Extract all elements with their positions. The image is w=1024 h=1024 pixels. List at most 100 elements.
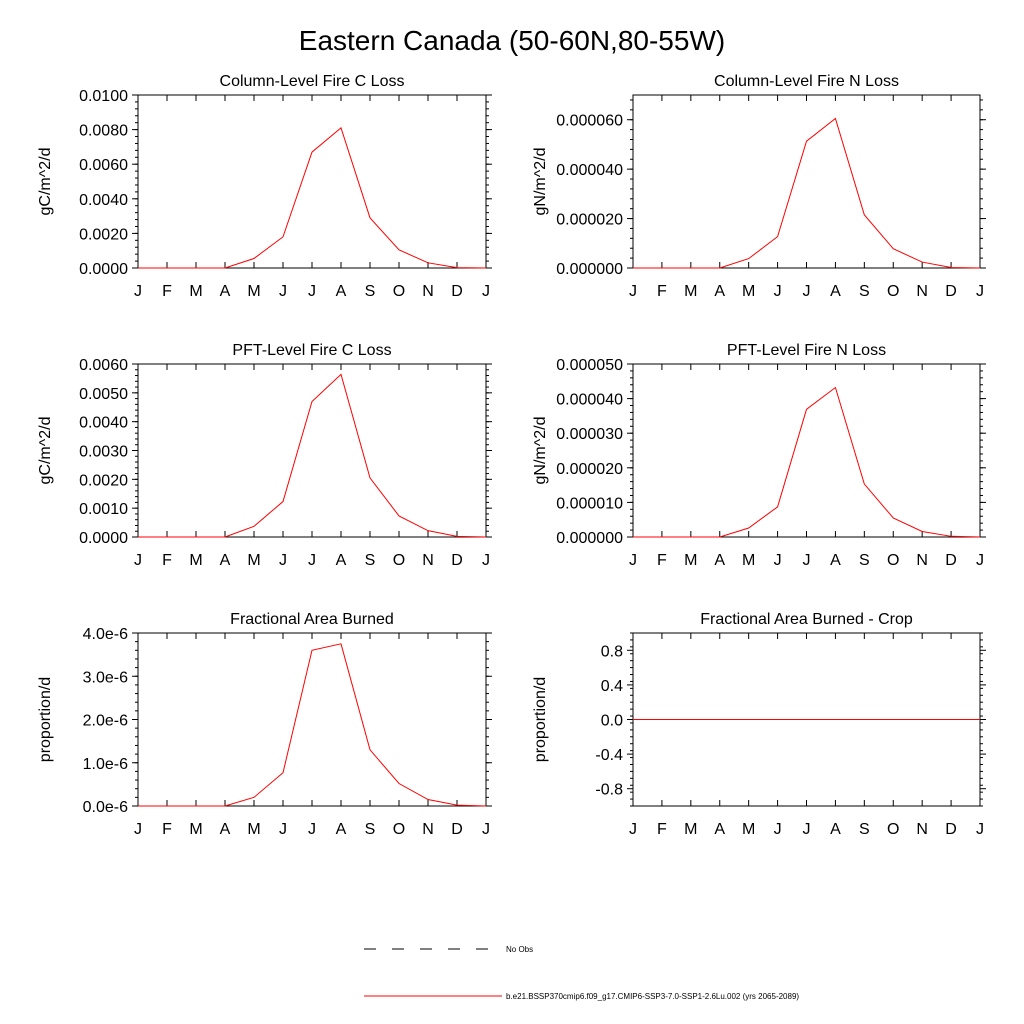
x-tick-label: M [247, 283, 260, 300]
y-tick-label: 0.4 [601, 678, 623, 695]
x-tick-label: F [657, 283, 667, 300]
x-tick-label: J [629, 283, 637, 300]
x-tick-label: A [336, 821, 347, 838]
y-tick-label: 0.000040 [556, 392, 623, 409]
x-tick-label: F [162, 821, 172, 838]
x-tick-label: J [308, 821, 316, 838]
x-tick-label: N [422, 552, 434, 569]
x-tick-label: A [220, 552, 231, 569]
panel-title: Column-Level Fire C Loss [220, 73, 405, 90]
x-tick-label: J [976, 821, 984, 838]
y-tick-label: 0.000030 [556, 426, 623, 443]
y-tick-label: 0.0030 [79, 444, 128, 461]
x-tick-label: A [830, 821, 841, 838]
x-tick-label: D [945, 552, 957, 569]
y-tick-label: 0.8 [601, 643, 623, 660]
x-tick-label: N [422, 283, 434, 300]
series-line [633, 386, 981, 538]
y-tick-label: 4.0e-6 [83, 626, 128, 643]
panel-title: Fractional Area Burned - Crop [700, 611, 913, 628]
y-tick-label: 0.0010 [79, 501, 128, 518]
plot-frame [137, 363, 487, 538]
x-tick-label: D [451, 821, 463, 838]
panel-title: Column-Level Fire N Loss [714, 73, 899, 90]
x-tick-label: N [916, 283, 928, 300]
x-tick-label: O [393, 552, 405, 569]
series-line [138, 373, 487, 538]
x-tick-label: N [916, 552, 928, 569]
x-tick-label: A [714, 552, 725, 569]
figure-title: Eastern Canada (50-60N,80-55W) [299, 25, 725, 56]
plot-frame [137, 632, 487, 807]
y-tick-label: 0.000020 [556, 461, 623, 478]
x-tick-label: F [657, 552, 667, 569]
x-tick-label: A [336, 283, 347, 300]
x-tick-label: O [887, 283, 899, 300]
x-tick-label: O [887, 821, 899, 838]
x-tick-label: S [365, 283, 376, 300]
y-tick-label: 0.000010 [556, 495, 623, 512]
y-tick-label: 0.0100 [79, 88, 128, 105]
x-tick-label: F [657, 821, 667, 838]
x-tick-label: M [247, 552, 260, 569]
x-tick-label: J [482, 283, 490, 300]
x-tick-label: M [189, 552, 202, 569]
x-tick-label: N [916, 821, 928, 838]
x-tick-label: O [887, 552, 899, 569]
x-tick-label: J [629, 552, 637, 569]
y-tick-label: -0.8 [595, 782, 623, 799]
x-tick-label: J [803, 552, 811, 569]
x-tick-label: J [279, 821, 287, 838]
y-tick-label: 0.0000 [79, 530, 128, 547]
x-tick-label: M [684, 821, 697, 838]
y-tick-label: 0.000060 [556, 113, 623, 130]
y-axis-label: proportion/d [37, 677, 54, 762]
y-tick-label: 0.0050 [79, 386, 128, 403]
y-tick-label: 0.0060 [79, 357, 128, 374]
x-tick-label: J [308, 552, 316, 569]
x-tick-label: M [247, 821, 260, 838]
y-tick-label: -0.4 [595, 747, 623, 764]
x-tick-label: M [742, 283, 755, 300]
y-tick-label: 0.000040 [556, 162, 623, 179]
panel-title: PFT-Level Fire C Loss [232, 342, 391, 359]
x-tick-label: O [393, 283, 405, 300]
legend-label-no-obs: No Obs [506, 945, 533, 954]
y-tick-label: 0.0080 [79, 123, 128, 140]
x-tick-label: A [714, 821, 725, 838]
x-tick-label: M [189, 283, 202, 300]
x-tick-label: M [742, 552, 755, 569]
y-tick-label: 1.0e-6 [83, 756, 128, 773]
series-line [138, 127, 487, 269]
y-axis-label: proportion/d [532, 677, 549, 762]
x-tick-label: J [134, 821, 142, 838]
x-tick-label: F [162, 283, 172, 300]
y-tick-label: 0.000000 [556, 530, 623, 547]
x-tick-label: J [134, 552, 142, 569]
legend-label-model: b.e21.BSSP370cmip6.f09_g17.CMIP6-SSP3-7.… [506, 992, 799, 1001]
plot-frame [137, 94, 487, 269]
x-tick-label: S [365, 552, 376, 569]
panel-title: PFT-Level Fire N Loss [727, 342, 886, 359]
x-tick-label: J [803, 283, 811, 300]
y-axis-label: gC/m^2/d [37, 417, 54, 485]
x-tick-label: S [859, 552, 870, 569]
x-tick-label: J [482, 552, 490, 569]
plot-frame [632, 363, 981, 538]
x-tick-label: J [279, 552, 287, 569]
y-tick-label: 0.0000 [79, 261, 128, 278]
x-tick-label: O [393, 821, 405, 838]
y-tick-label: 0.0060 [79, 157, 128, 174]
x-tick-label: J [482, 821, 490, 838]
y-tick-label: 0.000020 [556, 212, 623, 229]
y-tick-label: 0.0040 [79, 192, 128, 209]
x-tick-label: A [830, 552, 841, 569]
y-tick-label: 0.0040 [79, 415, 128, 432]
x-tick-label: J [774, 821, 782, 838]
x-tick-label: A [714, 283, 725, 300]
x-tick-label: M [684, 283, 697, 300]
